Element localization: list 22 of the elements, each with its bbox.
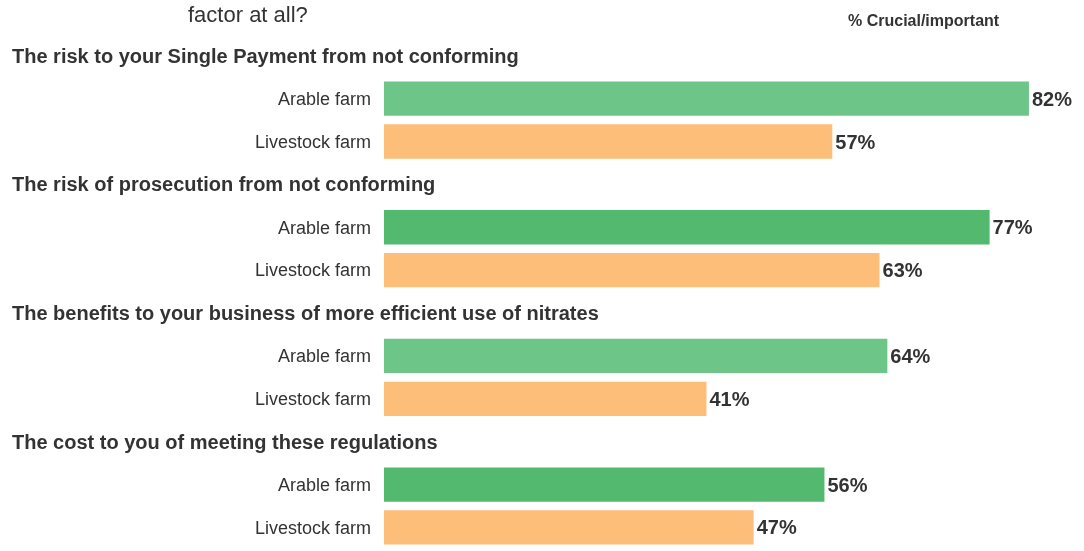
y-tick-label: Livestock farm	[254, 517, 371, 538]
data-label: 56%	[827, 473, 868, 496]
chart-title: factor at all?	[188, 2, 308, 27]
data-label: 47%	[756, 516, 797, 539]
annotation: The risk to your Single Payment from not conforming	[12, 45, 519, 67]
y-tick-label: Arable farm	[277, 474, 371, 495]
annotation: The risk of prosecution from not conforming	[12, 173, 436, 195]
y-tick-label: Livestock farm	[254, 260, 371, 281]
y-tick-label: Arable farm	[277, 217, 371, 238]
y-tick-label: Arable farm	[277, 346, 371, 367]
chart-subtitle: % Crucial/important	[848, 12, 1000, 29]
y-tick-label: Arable farm	[277, 88, 371, 109]
y-tick-label: Livestock farm	[254, 389, 371, 410]
data-label: 77%	[992, 216, 1033, 239]
annotation: The cost to you of meeting these regulations	[12, 431, 438, 453]
y-tick-label: Livestock farm	[254, 131, 371, 152]
data-label: 64%	[890, 344, 931, 367]
data-label: 41%	[709, 387, 750, 410]
annotation: The benefits to your business of more efficient use of nitrates	[12, 302, 599, 324]
data-label: 82%	[1031, 87, 1073, 110]
data-label: 57%	[835, 130, 876, 153]
data-label: 63%	[882, 259, 923, 282]
